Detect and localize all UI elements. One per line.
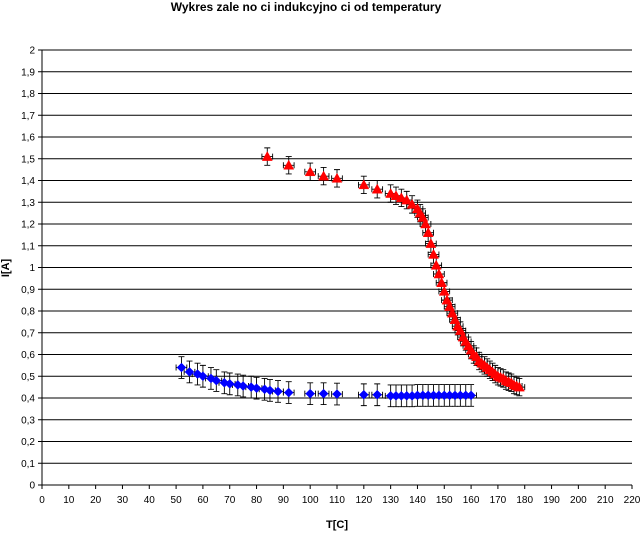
y-axis-label: I[A]	[0, 259, 12, 278]
x-tick-label: 190	[543, 495, 560, 506]
data-point	[176, 362, 187, 373]
data-point	[428, 248, 439, 259]
data-point	[318, 388, 329, 399]
y-tick-label: 0,9	[21, 285, 35, 296]
data-point	[259, 384, 270, 395]
x-tick-label: 70	[224, 495, 236, 506]
y-tick-label: 0,7	[21, 328, 35, 339]
data-point	[273, 386, 283, 397]
x-tick-label: 30	[117, 495, 129, 506]
data-point	[198, 371, 208, 382]
data-point	[305, 388, 316, 399]
data-point	[371, 183, 383, 194]
x-tick-label: 150	[436, 495, 453, 506]
series-1	[261, 147, 526, 397]
series-layer	[175, 147, 526, 408]
x-tick-label: 120	[355, 495, 372, 506]
y-tick-label: 1,8	[21, 89, 35, 100]
data-point	[332, 389, 342, 399]
chart-title: Wykres zale no ci indukcyjno ci od tempe…	[171, 0, 442, 14]
data-point	[513, 381, 525, 392]
x-tick-label: 0	[39, 495, 45, 506]
error-bars	[261, 147, 526, 397]
data-point	[420, 218, 431, 229]
y-tick-label: 0,8	[21, 307, 35, 318]
y-tick-label: 1,4	[21, 176, 35, 187]
y-tick-label: 0,6	[21, 350, 35, 361]
x-tick-label: 90	[278, 495, 290, 506]
data-point	[251, 383, 262, 394]
y-tick-label: 1,5	[21, 154, 35, 165]
y-tick-label: 0,1	[21, 459, 35, 470]
data-point	[211, 375, 222, 386]
y-tick-label: 0,5	[21, 372, 35, 383]
y-tick-label: 0,2	[21, 437, 35, 448]
data-point	[436, 277, 448, 287]
x-tick-label: 100	[302, 495, 319, 506]
y-tick-label: 1,3	[21, 198, 35, 209]
x-tick-label: 80	[251, 495, 263, 506]
axes	[38, 49, 633, 489]
data-point	[304, 166, 316, 177]
data-point	[224, 379, 235, 389]
y-tick-label: 1,7	[21, 111, 35, 122]
y-tick-label: 1,2	[21, 220, 35, 231]
data-point	[283, 387, 294, 398]
x-tick-label: 50	[171, 495, 183, 506]
grid	[42, 49, 632, 486]
data-point	[430, 259, 442, 270]
x-tick-label: 140	[409, 495, 426, 506]
data-point	[406, 198, 418, 209]
data-point	[425, 238, 437, 248]
data-point	[318, 170, 330, 181]
x-tick-label: 40	[144, 495, 156, 506]
y-tick-label: 1,9	[21, 67, 35, 78]
data-point	[283, 159, 295, 170]
x-tick-label: 210	[597, 495, 614, 506]
x-tick-label: 130	[382, 495, 399, 506]
data-point	[385, 188, 397, 198]
x-tick-label: 10	[63, 495, 75, 506]
data-point	[358, 179, 370, 190]
x-tick-label: 110	[329, 495, 345, 506]
y-tick-label: 1,6	[21, 133, 35, 144]
y-tick-label: 0	[29, 481, 35, 492]
x-axis-label: T[C]	[326, 519, 348, 531]
y-tick-label: 1,1	[21, 241, 35, 252]
data-point	[358, 389, 369, 400]
x-tick-label: 60	[197, 495, 209, 506]
data-point	[401, 194, 413, 205]
y-tick-label: 2	[29, 46, 35, 57]
data-point	[265, 385, 275, 396]
data-point	[433, 268, 445, 279]
data-point	[372, 389, 383, 400]
data-point	[390, 190, 402, 200]
y-tick-label: 1	[29, 263, 35, 274]
y-tick-label: 0,4	[21, 394, 35, 405]
data-point	[331, 172, 343, 183]
data-point	[466, 390, 476, 401]
data-point	[184, 367, 195, 377]
y-tick-labels: 0 0,1 0,2 0,3 0,4 0,5 0,6 0,7 0,8 0,9 1 1,1 1,2 1,3 1,…	[21, 46, 35, 492]
x-tick-label: 160	[463, 495, 480, 506]
x-tick-labels: 0 10 20 30 40 50 60 70 80 90 100 110 120 130 140 150 160…	[39, 495, 641, 506]
x-tick-label: 220	[624, 495, 641, 506]
data-point	[438, 285, 450, 296]
data-point	[232, 380, 243, 390]
x-tick-label: 170	[490, 495, 507, 506]
y-tick-label: 0,3	[21, 415, 35, 426]
x-tick-label: 180	[516, 495, 533, 506]
data-point	[206, 373, 216, 384]
data-point	[422, 227, 434, 237]
x-tick-label: 20	[90, 495, 102, 506]
data-point	[219, 377, 230, 388]
data-point	[238, 381, 248, 391]
data-point	[395, 192, 407, 203]
data-point	[246, 382, 257, 392]
series-2	[175, 356, 477, 408]
x-tick-label: 200	[570, 495, 587, 506]
data-point	[261, 151, 273, 161]
